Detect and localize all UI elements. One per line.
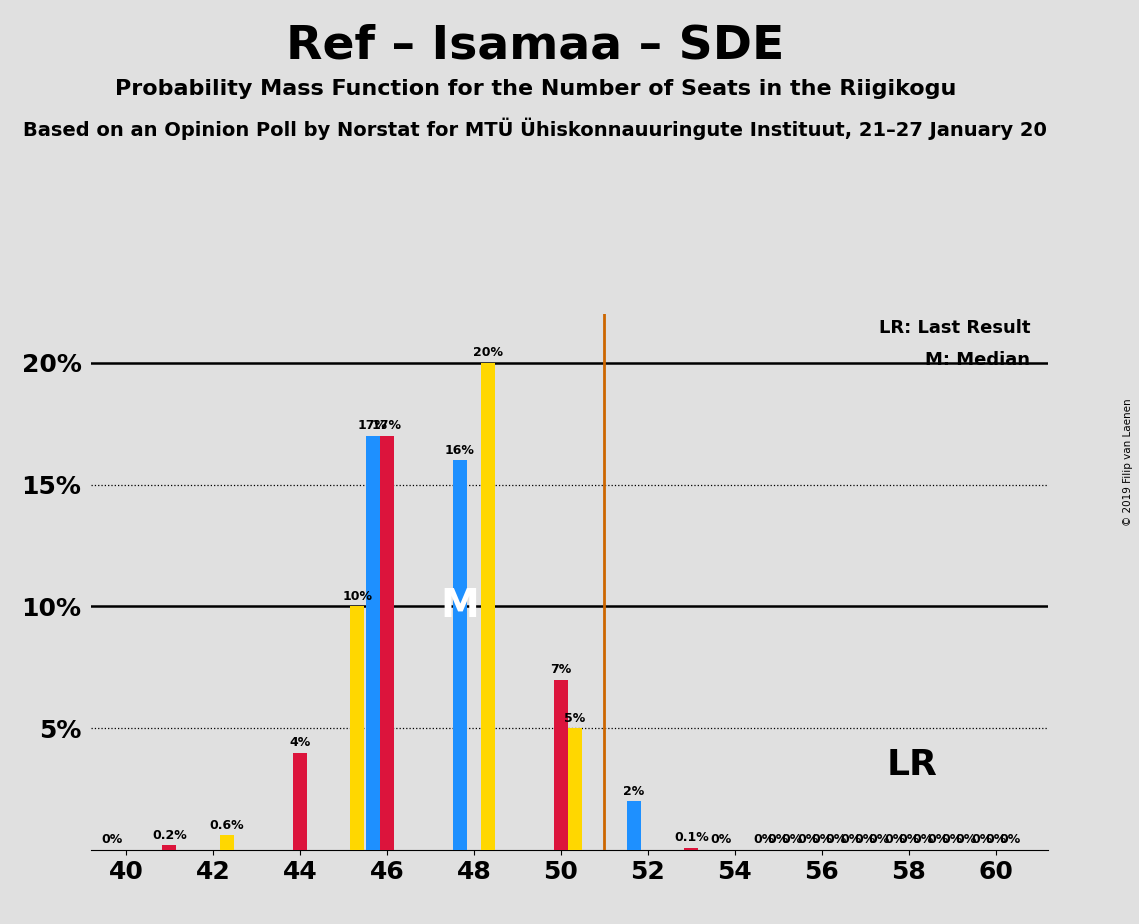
Text: 0%: 0% bbox=[972, 833, 992, 846]
Text: 0%: 0% bbox=[711, 833, 731, 846]
Bar bbox=[220, 835, 233, 850]
Text: 0%: 0% bbox=[956, 833, 977, 846]
Bar bbox=[554, 679, 567, 850]
Bar bbox=[481, 363, 494, 850]
Text: 0.2%: 0.2% bbox=[151, 829, 187, 842]
Text: 0%: 0% bbox=[797, 833, 819, 846]
Text: 0%: 0% bbox=[898, 833, 919, 846]
Bar bbox=[293, 753, 306, 850]
Text: Probability Mass Function for the Number of Seats in the Riigikogu: Probability Mass Function for the Number… bbox=[115, 79, 956, 99]
Text: 10%: 10% bbox=[343, 590, 372, 602]
Text: 0%: 0% bbox=[854, 833, 876, 846]
Text: 0.6%: 0.6% bbox=[210, 819, 244, 832]
Text: 0%: 0% bbox=[884, 833, 906, 846]
Text: LR: Last Result: LR: Last Result bbox=[879, 319, 1031, 337]
Text: 0.1%: 0.1% bbox=[674, 831, 708, 844]
Text: 17%: 17% bbox=[358, 419, 388, 432]
Text: 0%: 0% bbox=[999, 833, 1021, 846]
Bar bbox=[163, 845, 177, 850]
Bar bbox=[380, 436, 394, 850]
Bar bbox=[453, 460, 467, 850]
Text: 0%: 0% bbox=[927, 833, 949, 846]
Text: 2%: 2% bbox=[623, 784, 645, 797]
Text: 0%: 0% bbox=[825, 833, 846, 846]
Text: 0%: 0% bbox=[841, 833, 862, 846]
Text: 0%: 0% bbox=[101, 833, 123, 846]
Text: 4%: 4% bbox=[289, 736, 311, 749]
Bar bbox=[366, 436, 380, 850]
Bar bbox=[567, 728, 582, 850]
Text: 0%: 0% bbox=[912, 833, 933, 846]
Text: 0%: 0% bbox=[768, 833, 789, 846]
Bar bbox=[626, 801, 641, 850]
Text: 0%: 0% bbox=[811, 833, 833, 846]
Text: 0%: 0% bbox=[985, 833, 1007, 846]
Bar bbox=[685, 847, 698, 850]
Text: 17%: 17% bbox=[371, 419, 402, 432]
Text: 0%: 0% bbox=[781, 833, 803, 846]
Text: © 2019 Filip van Laenen: © 2019 Filip van Laenen bbox=[1123, 398, 1133, 526]
Text: 16%: 16% bbox=[445, 444, 475, 456]
Text: M: M bbox=[441, 588, 480, 626]
Text: M: Median: M: Median bbox=[926, 351, 1031, 369]
Text: 7%: 7% bbox=[550, 663, 572, 676]
Text: 0%: 0% bbox=[942, 833, 962, 846]
Text: Ref – Isamaa – SDE: Ref – Isamaa – SDE bbox=[286, 23, 785, 68]
Text: 5%: 5% bbox=[564, 711, 585, 724]
Text: LR: LR bbox=[887, 748, 937, 782]
Text: 20%: 20% bbox=[473, 346, 502, 359]
Text: 0%: 0% bbox=[869, 833, 890, 846]
Text: Based on an Opinion Poll by Norstat for MTÜ Ühiskonnauuringute Instituut, 21–27 : Based on an Opinion Poll by Norstat for … bbox=[24, 117, 1047, 140]
Text: 0%: 0% bbox=[754, 833, 775, 846]
Bar bbox=[351, 606, 364, 850]
